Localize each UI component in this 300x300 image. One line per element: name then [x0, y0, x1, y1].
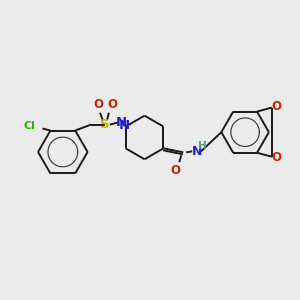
Text: O: O [93, 98, 103, 111]
Text: O: O [108, 98, 118, 111]
Text: O: O [170, 164, 180, 177]
Text: N: N [116, 116, 127, 129]
Text: N: N [119, 119, 130, 132]
Text: O: O [272, 151, 282, 164]
Text: N: N [192, 145, 202, 158]
Text: H: H [198, 141, 206, 152]
Text: Cl: Cl [24, 121, 36, 130]
Text: O: O [272, 100, 282, 113]
Text: S: S [100, 118, 110, 131]
